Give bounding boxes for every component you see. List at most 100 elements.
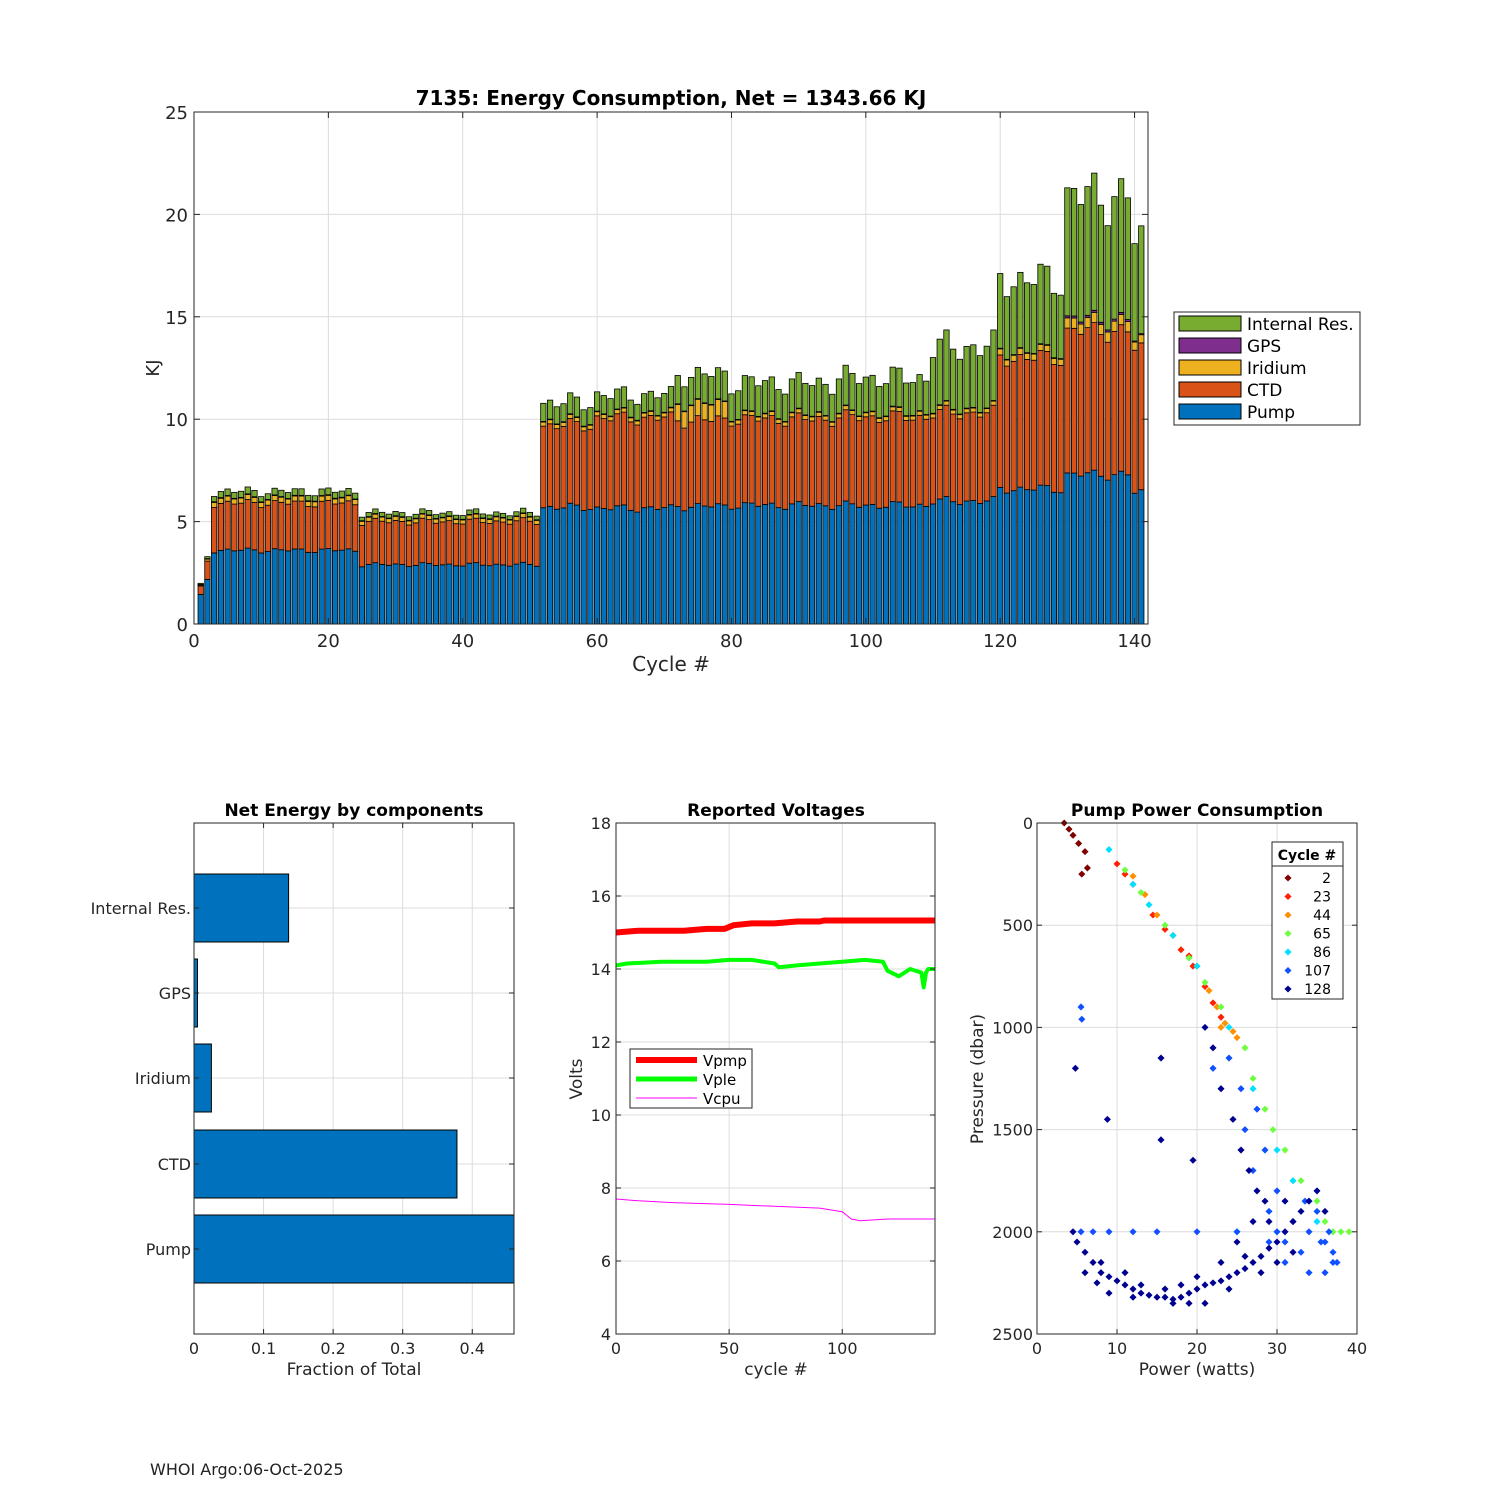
bar-ctd xyxy=(412,522,419,566)
bar-internal xyxy=(849,372,856,411)
bar-internal xyxy=(493,511,500,517)
bar-ctd xyxy=(782,425,789,510)
legend-label-vpmp: Vpmp xyxy=(703,1052,747,1070)
bar-internal xyxy=(936,338,943,406)
scatter-point xyxy=(1113,860,1121,868)
bar-internal xyxy=(607,398,614,417)
bar-pump xyxy=(1131,492,1138,625)
components-chart-xlabel: Fraction of Total xyxy=(287,1360,422,1380)
bar-pump xyxy=(224,548,231,625)
scatter-point xyxy=(1153,911,1161,919)
bar-pump xyxy=(708,506,715,625)
bar-internal xyxy=(963,346,970,409)
bar-pump xyxy=(956,504,963,625)
bar-iridium xyxy=(882,416,890,422)
bar-ctd xyxy=(714,415,722,505)
bar-ctd xyxy=(345,500,352,550)
scatter-point xyxy=(1261,1197,1269,1205)
bar-internal xyxy=(822,383,829,416)
bar-pump xyxy=(654,509,661,625)
bar-pump xyxy=(513,563,520,625)
bar-iridium xyxy=(305,501,312,507)
bar-iridium xyxy=(446,516,453,522)
bar-ctd xyxy=(936,409,943,500)
bar-pump xyxy=(345,548,352,625)
bar-iridium xyxy=(1030,353,1037,361)
voltages-chart-ylabel: Volts xyxy=(567,1058,587,1099)
component-bar xyxy=(193,1214,515,1284)
bar-iridium xyxy=(520,513,527,519)
scatter-point xyxy=(1137,1281,1145,1289)
bar-iridium xyxy=(331,498,339,505)
bar-pump xyxy=(761,504,769,625)
bar-internal xyxy=(654,397,661,416)
scatter-point xyxy=(1089,1258,1097,1266)
bar-ctd xyxy=(419,517,426,564)
bar-ctd xyxy=(520,517,527,563)
bar-ctd xyxy=(929,417,937,505)
scatter-point xyxy=(1257,1252,1265,1260)
bar-iridium xyxy=(264,499,271,506)
bar-internal xyxy=(976,355,984,413)
tick-label-y: 12 xyxy=(591,1033,611,1052)
bar-internal xyxy=(815,377,822,413)
bar-ctd xyxy=(211,507,218,554)
bar-pump xyxy=(903,506,910,625)
scatter-point xyxy=(1249,1085,1257,1093)
bar-iridium xyxy=(849,410,856,416)
bar-ctd xyxy=(305,506,312,553)
bar-pump xyxy=(641,507,648,625)
bar-ctd xyxy=(224,500,231,550)
scatter-point xyxy=(1337,1228,1345,1236)
bar-internal xyxy=(929,357,937,414)
tick-label-x: 0.2 xyxy=(320,1339,345,1358)
bar-ctd xyxy=(432,522,439,566)
bar-iridium xyxy=(681,411,688,429)
bar-pump xyxy=(808,505,816,625)
bar-pump xyxy=(452,565,460,625)
bar-internal xyxy=(352,492,359,500)
bar-pump xyxy=(385,564,392,625)
bar-ctd xyxy=(284,503,292,552)
bar-ctd xyxy=(446,520,453,565)
bar-iridium xyxy=(1037,343,1044,351)
bar-pump xyxy=(1091,469,1098,625)
bar-ctd xyxy=(493,520,500,565)
legend-label-vcpu: Vcpu xyxy=(703,1090,741,1108)
legend-swatch-pump xyxy=(1178,403,1242,420)
legend-cycle-label: 44 xyxy=(1313,908,1331,924)
bar-internal xyxy=(446,511,453,517)
bar-iridium xyxy=(728,421,735,427)
legend-cycle-label: 2 xyxy=(1322,871,1331,887)
bar-pump xyxy=(976,503,984,625)
bar-ctd xyxy=(1097,334,1105,477)
bar-internal xyxy=(835,378,843,414)
scatter-point xyxy=(1233,1034,1241,1042)
bar-pump xyxy=(499,564,507,625)
bar-iridium xyxy=(654,415,661,421)
bar-ctd xyxy=(755,420,762,507)
scatter-point xyxy=(1281,1258,1289,1266)
bar-pump xyxy=(862,504,869,625)
scatter-point xyxy=(1075,839,1083,847)
tick-label-y: 16 xyxy=(591,887,611,906)
bar-iridium xyxy=(258,502,265,509)
bar-ctd xyxy=(1003,365,1011,494)
bar-internal xyxy=(889,366,896,407)
bar-iridium xyxy=(721,401,728,419)
legend-label-vple: Vple xyxy=(703,1071,736,1089)
tick-label-y: 25 xyxy=(165,103,188,124)
bar-pump xyxy=(365,564,372,625)
scatter-point xyxy=(1081,1248,1089,1256)
bar-pump xyxy=(1003,492,1011,625)
bar-iridium xyxy=(412,518,419,524)
scatter-point xyxy=(1121,1281,1129,1289)
bar-internal xyxy=(943,329,950,401)
bar-iridium xyxy=(667,407,675,413)
bar-internal xyxy=(1037,263,1044,345)
bar-pump xyxy=(325,548,332,625)
bar-iridium xyxy=(896,406,903,412)
bar-pump xyxy=(1057,492,1064,625)
bar-internal xyxy=(681,386,688,412)
bar-ctd xyxy=(365,520,372,565)
